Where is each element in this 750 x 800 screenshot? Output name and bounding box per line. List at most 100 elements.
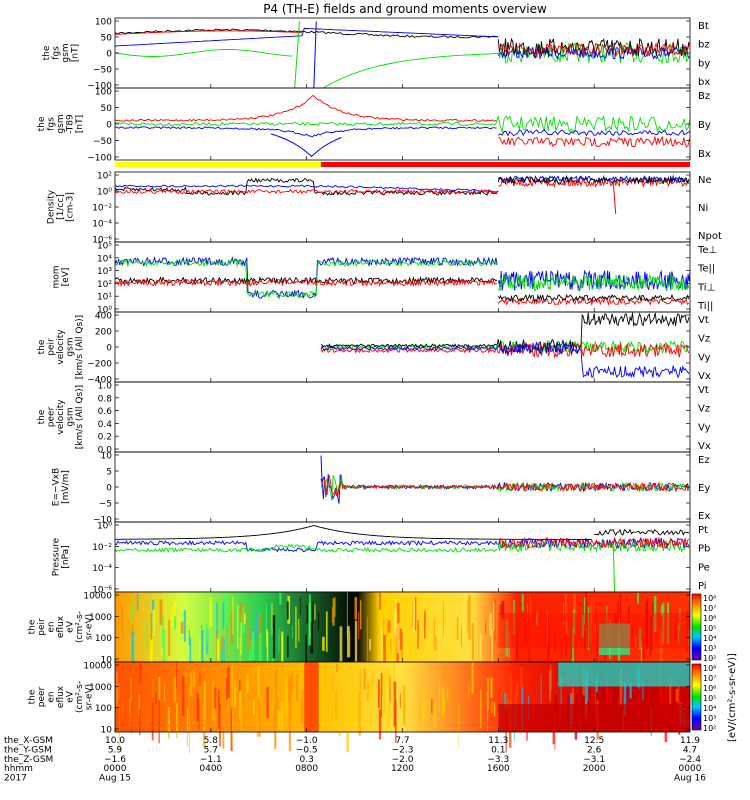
y-axis-label-line: en [47,621,57,632]
spectrogram-stripe [128,699,131,714]
series-line [114,258,498,298]
series-line [612,546,616,593]
spectrogram-stripe [493,701,496,717]
legend-by: by [698,58,710,69]
spectrogram-stripe [422,689,426,722]
spectrogram-stripe [387,668,390,687]
y-axis-label: the fgs gsm -T89 [nT] [37,114,85,134]
legend-te: Te|| [697,264,715,275]
spectrogram-stripe [239,636,241,668]
ephemeris-row: 2017 Aug 15 Aug 16 [4,774,706,784]
y-axis-label-line: gsm [61,43,71,62]
panel-7: 10 5 0 −5 −10 E=−VxB [mV/m] Ez Ey Ex [51,452,710,526]
panel-8: 10⁰ 10⁻² 10⁻⁴ 10⁻⁶ Pressure [nPa] Pt Pb Pe Pi [51,522,710,596]
spectrogram-stripe [146,619,148,653]
legend-bx: Bx [698,149,711,160]
colorbar-tick-label: 10⁸ [703,664,716,673]
series-line [320,474,689,498]
spectrogram-stripe [382,676,385,714]
spectrogram-stripe [527,602,528,621]
spectrogram-stripe [379,592,382,610]
spectrogram-stripe [158,676,161,701]
ephemeris-row-label: the_Z-GSM [4,755,53,765]
series-line [114,27,499,47]
spectrogram-stripe [441,687,445,717]
spectrogram-stripe [393,662,395,687]
spectrogram-stripe [479,689,482,729]
ephemeris-value: 5.9 [108,745,123,755]
spectrogram-stripe [383,635,386,677]
legend-pt: Pt [698,525,708,536]
spectrogram-stripe [424,611,426,639]
y-tick-label: 10⁻² [92,204,112,214]
series-line [114,184,499,193]
spectrogram-stripe [332,702,333,722]
spectrogram-stripe [623,681,627,716]
spectrogram-stripe [201,629,204,668]
spectrogram-stripe [390,639,392,652]
ephemeris-value: 1600 [487,764,510,774]
y-axis-label-line: sr-eV) [85,614,95,640]
spectrogram-stripe [380,673,383,717]
spectrogram-stripe [492,602,495,631]
spectrogram-stripe [227,687,229,713]
colorbar-tick-label: 10² [703,724,716,733]
ephemeris-row-label: hhmm [4,764,33,774]
spectrogram-stripe [189,672,193,697]
y-axis-label-line: fgs [51,46,61,60]
y-axis-label-line: [mV/m] [61,470,71,504]
series-line [497,540,690,553]
ephemeris-row: the_Y-GSM 5.9 5.7 −0.5 −2.3 0.1 2.6 4.7 [4,745,697,755]
ephemeris-value: 2.6 [587,745,602,755]
spectrogram-stripe [256,710,259,737]
colorbar-scale [691,593,702,661]
spectrogram-stripe [433,702,437,729]
spectrogram-stripe [310,621,314,654]
spectrogram-stripe [252,699,255,715]
ephemeris-value: 10.0 [105,736,125,746]
spectrogram-stripe [332,598,335,626]
ephemeris-row: the_Z-GSM −1.6 −1.1 0.3 −2.0 −3.3 −3.1 −2.4 [4,755,701,765]
y-axis-label-line: -T89 [66,114,76,134]
spectrogram-stripe [416,596,418,639]
spectrogram-stripe [520,668,523,686]
spectrogram-stripe [115,671,118,708]
spectrogram-stripe [560,675,562,705]
spectrogram-stripe [458,703,460,747]
y-axis-label-line: the [28,619,38,634]
y-axis-label: E=−VxB [mV/m] [51,468,71,506]
spectrogram-stripe [399,693,401,708]
spectrogram-stripe [185,672,187,685]
ephemeris-value: 11.3 [488,736,508,746]
y-axis-label-line: E=−VxB [51,468,61,506]
spectrogram-stripe [595,632,598,669]
series-line [497,175,690,185]
legend-vy: Vy [698,422,711,433]
colorbar-tick-label: 10⁵ [703,694,716,703]
y-tick-label: 0 [106,484,112,494]
y-axis-label: Pressure [nPa] [51,537,71,576]
spectrogram-stripe [180,621,184,634]
spectrogram-stripe [159,599,163,626]
y-tick-label: 400 [95,312,112,322]
y-tick-label: 1000 [89,613,112,623]
series-line [497,42,690,58]
y-axis-label-line: velocity [56,329,66,365]
series-line [498,537,690,550]
spectrogram-stripe [403,628,405,663]
y-axis-label-line: eV [66,690,76,703]
y-axis-label-line: the [42,45,52,60]
y-tick-label: 10⁰ [97,522,112,532]
spectrogram-stripe [435,636,437,651]
spectrogram-stripe [222,703,225,749]
spectrogram-stripe [230,708,233,752]
spectrogram-stripe [174,601,176,623]
spectrogram-stripe [369,639,372,651]
colorbar-tick-label: 10⁵ [703,624,716,633]
spectrogram-stripe [349,631,351,657]
spectrogram-stripe [479,634,482,676]
y-tick-label: 10⁴ [97,254,112,264]
spectrogram-stripe [394,610,397,637]
